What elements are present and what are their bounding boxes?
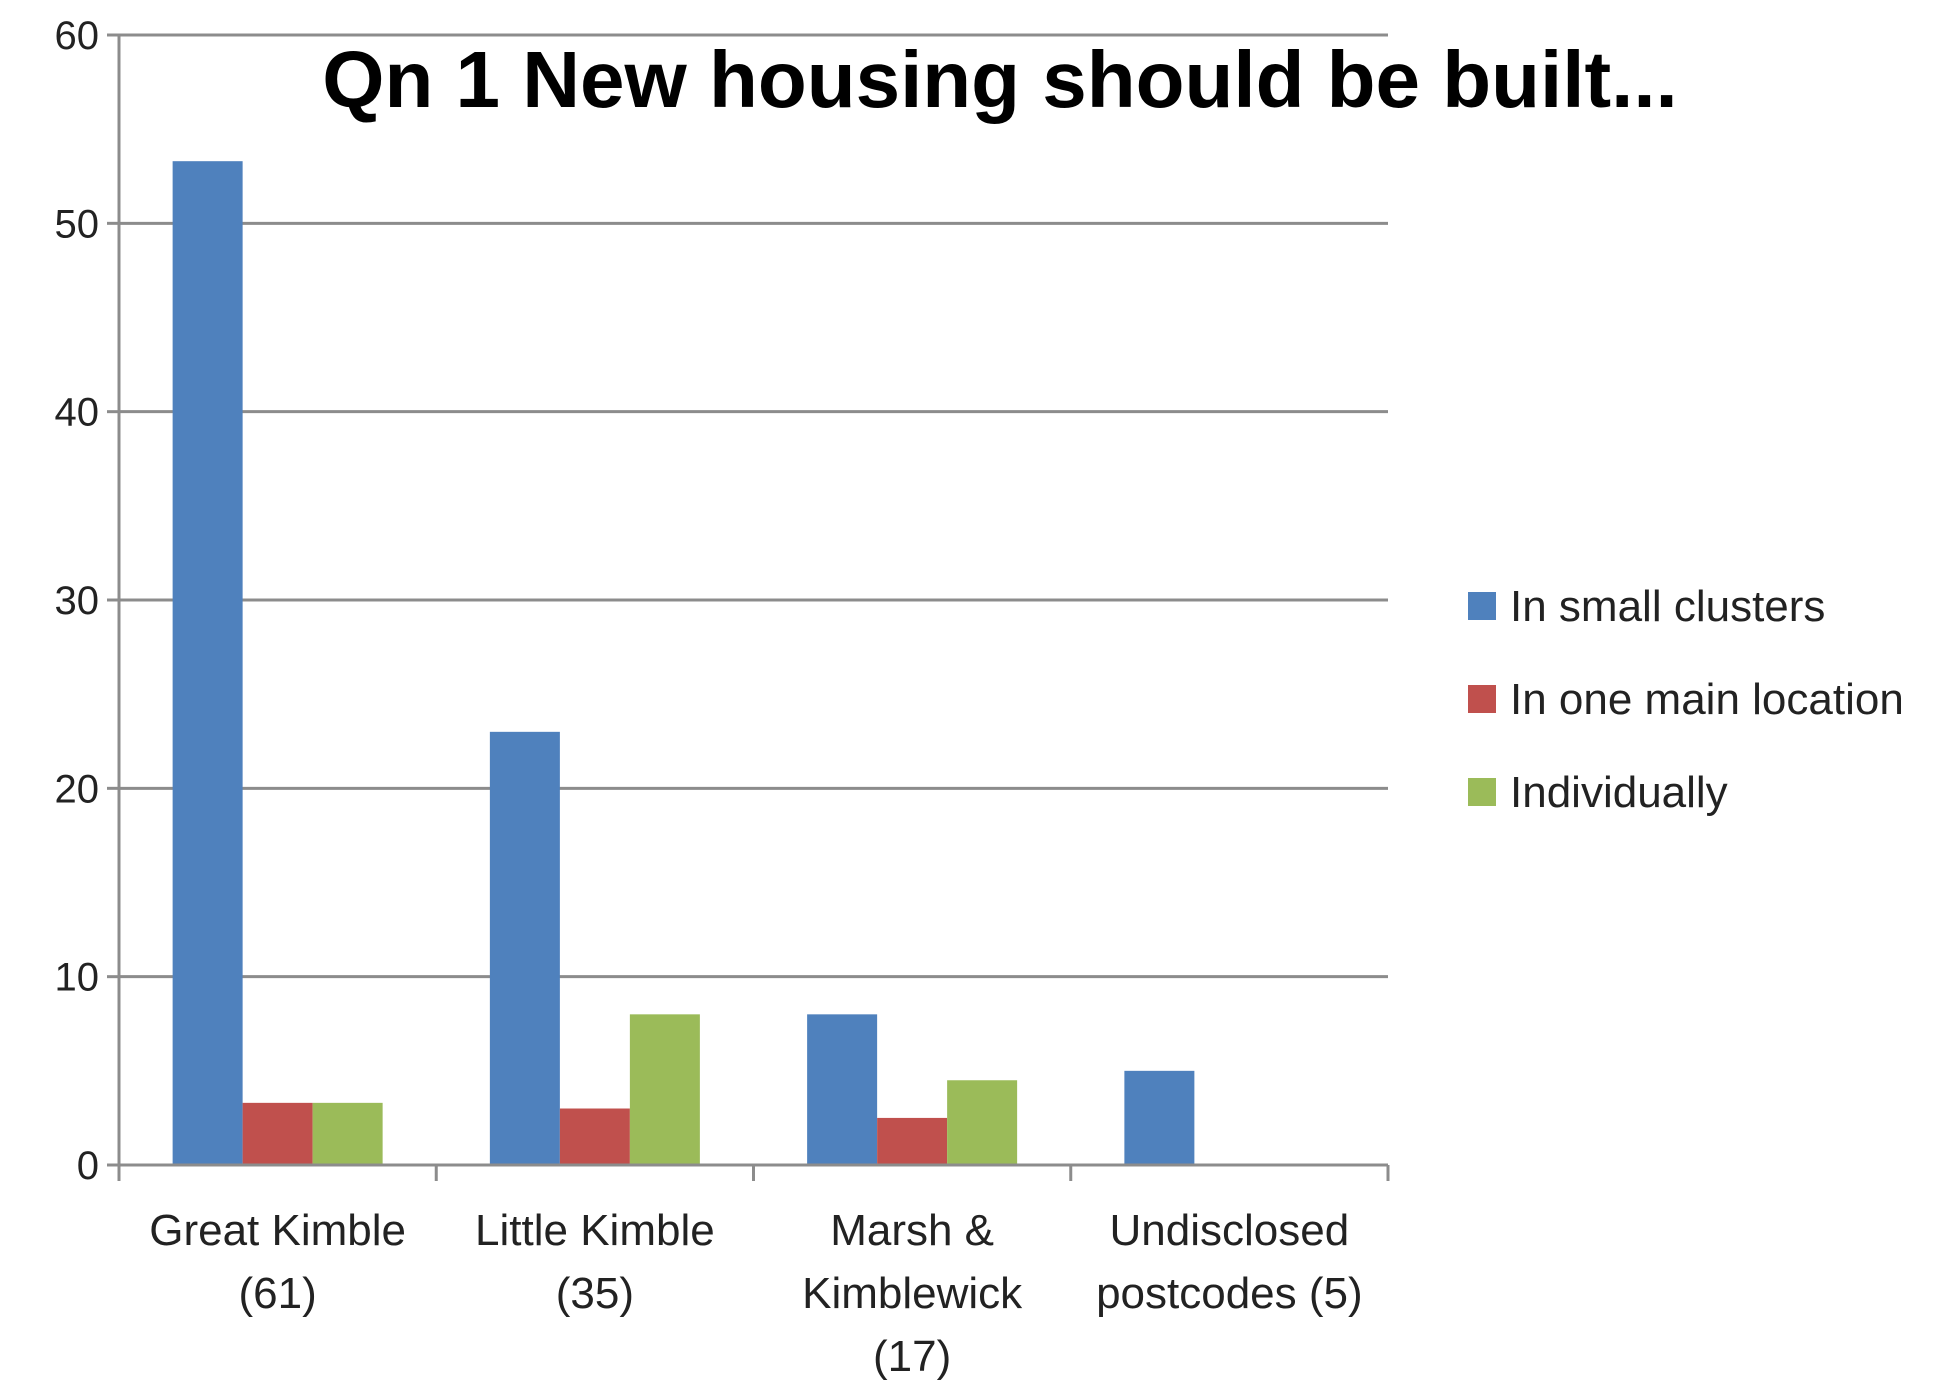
- bar-in-one-main-location-2: [877, 1117, 948, 1165]
- legend-swatch-individually: [1468, 778, 1496, 806]
- y-tick-label: 50: [55, 202, 100, 246]
- bar-in-one-main-location-0: [242, 1102, 313, 1165]
- legend-label-in-one-main-location: In one main location: [1510, 675, 1904, 724]
- legend-label-individually: Individually: [1510, 768, 1728, 817]
- legend: In small clusters In one main location Ind…: [1468, 582, 1904, 817]
- x-category-label: Undisclosed postcodes (5): [1096, 1206, 1363, 1318]
- bar-in-small-clusters-1: [489, 731, 560, 1165]
- x-axis-category-labels: Great Kimble (61) Little Kimble (35) Marsh &…: [149, 1206, 1362, 1381]
- y-tick-label: 60: [55, 14, 100, 58]
- y-axis-tick-labels: 0 10 20 30 40 50 60: [55, 14, 100, 1188]
- bar-in-small-clusters-2: [807, 1014, 878, 1165]
- y-tick-label: 30: [55, 579, 100, 623]
- bar-individually-2: [947, 1080, 1018, 1165]
- y-tick-label: 20: [55, 767, 100, 811]
- y-tick-label: 40: [55, 391, 100, 435]
- bars: [172, 161, 1195, 1165]
- x-category-label: Marsh & Kimblewick (17): [802, 1206, 1023, 1381]
- y-tick-label: 0: [77, 1144, 99, 1188]
- bar-in-one-main-location-1: [559, 1108, 630, 1165]
- y-tick-label: 10: [55, 956, 100, 1000]
- chart-title: Qn 1 New housing should be built...: [322, 35, 1678, 124]
- bar-in-small-clusters-3: [1124, 1070, 1195, 1165]
- x-category-label: Great Kimble (61): [149, 1206, 406, 1318]
- axes: [107, 33, 1390, 1181]
- x-category-label: Little Kimble (35): [475, 1206, 715, 1318]
- legend-swatch-in-one-main-location: [1468, 685, 1496, 713]
- legend-label-in-small-clusters: In small clusters: [1510, 582, 1825, 631]
- gridlines: [119, 33, 1388, 979]
- legend-swatch-in-small-clusters: [1468, 592, 1496, 620]
- bar-individually-1: [629, 1014, 700, 1165]
- bar-in-small-clusters-0: [172, 161, 243, 1165]
- bar-individually-0: [312, 1102, 383, 1165]
